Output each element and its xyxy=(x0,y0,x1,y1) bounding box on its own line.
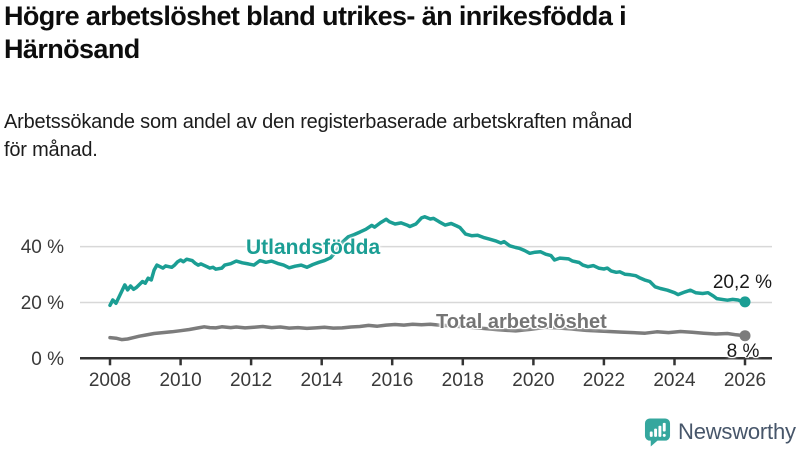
x-tick-label: 2008 xyxy=(89,370,131,391)
chart-line-total xyxy=(108,322,747,342)
series-label-utlandsfodda: Utlandsfödda xyxy=(246,236,381,259)
newsworthy-logo: Newsworthy xyxy=(644,416,796,448)
x-tick-label: 2020 xyxy=(512,370,554,391)
page-subtitle: Arbetssökande som andel av den registerb… xyxy=(4,111,633,161)
series-label-total: Total arbetslöshet xyxy=(436,311,607,333)
chart-line-utlandsfodda xyxy=(108,215,747,308)
y-tick-label: 40 % xyxy=(21,237,64,258)
y-tick-label: 0 % xyxy=(31,349,64,370)
end-value-utlandsfodda: 20,2 % xyxy=(712,272,772,293)
x-tick-label: 2022 xyxy=(583,370,625,391)
x-tick-label: 2016 xyxy=(371,370,413,391)
x-tick-label: 2010 xyxy=(159,370,201,391)
newsworthy-icon xyxy=(644,418,671,447)
x-tick-label: 2014 xyxy=(301,370,344,391)
end-dot-total xyxy=(739,330,751,342)
y-tick-label: 20 % xyxy=(21,293,64,314)
x-tick-label: 2026 xyxy=(724,370,766,391)
end-dot-utlandsfodda xyxy=(739,296,751,308)
x-tick-label: 2018 xyxy=(442,370,484,391)
end-value-total: 8 % xyxy=(726,341,760,362)
page-title: Högre arbetslöshet bland utrikes- än inr… xyxy=(4,1,627,64)
x-tick-label: 2024 xyxy=(653,370,696,391)
x-tick-label: 2012 xyxy=(230,370,272,391)
newsworthy-wordmark: Newsworthy xyxy=(678,419,796,444)
